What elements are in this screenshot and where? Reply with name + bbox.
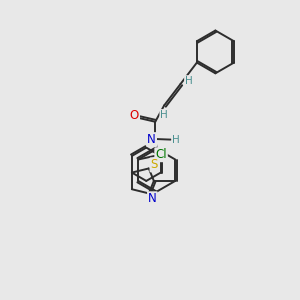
Text: H: H (172, 135, 180, 145)
Text: N: N (147, 133, 156, 146)
Text: H: H (160, 110, 168, 120)
Text: H: H (185, 76, 193, 86)
Text: Cl: Cl (155, 148, 167, 161)
Text: O: O (130, 109, 139, 122)
Text: S: S (151, 158, 158, 171)
Text: N: N (148, 192, 157, 205)
